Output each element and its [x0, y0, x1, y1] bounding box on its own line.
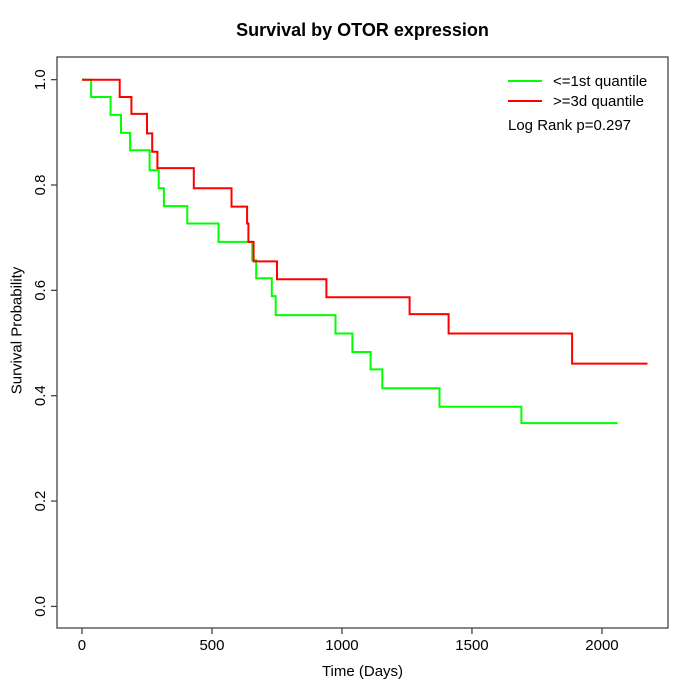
- legend-item-third-quantile: >=3d quantile: [508, 91, 647, 111]
- legend-item-first-quantile: <=1st quantile: [508, 71, 647, 91]
- x-tick-label-2000: 2000: [585, 637, 618, 654]
- chart-title: Survival by OTOR expression: [236, 20, 489, 40]
- legend: <=1st quantile >=3d quantile Log Rank p=…: [508, 71, 647, 134]
- y-axis-label: Survival Probability: [8, 266, 26, 394]
- y-tick-label-0.8: 0.8: [32, 175, 49, 196]
- y-tick-label-0.0: 0.0: [32, 596, 49, 617]
- x-tick-label-0: 0: [78, 637, 86, 654]
- survival-curve-first-quantile: [82, 78, 618, 425]
- survival-curve-third-quantile: [82, 78, 648, 365]
- y-tick-label-1.0: 1.0: [32, 69, 49, 90]
- y-axis-label-wrap: Survival Probability: [2, 0, 32, 660]
- x-tick-label-1000: 1000: [325, 637, 358, 654]
- log-rank-annotation: Log Rank p=0.297: [508, 117, 632, 134]
- y-tick-label-0.6: 0.6: [32, 280, 49, 301]
- x-tick-label-1500: 1500: [455, 637, 488, 654]
- plot-border: [56, 56, 669, 629]
- x-tick-label-500: 500: [199, 637, 224, 654]
- legend-label-first-quantile: <=1st quantile: [553, 72, 648, 90]
- legend-swatch-green-line-icon: [508, 80, 542, 82]
- y-tick-label-0.2: 0.2: [32, 491, 49, 512]
- legend-swatch-red-line-icon: [508, 100, 542, 102]
- y-tick-label-0.4: 0.4: [32, 385, 49, 406]
- x-axis-label: Time (Days): [321, 663, 404, 680]
- legend-label-third-quantile: >=3d quantile: [553, 92, 644, 110]
